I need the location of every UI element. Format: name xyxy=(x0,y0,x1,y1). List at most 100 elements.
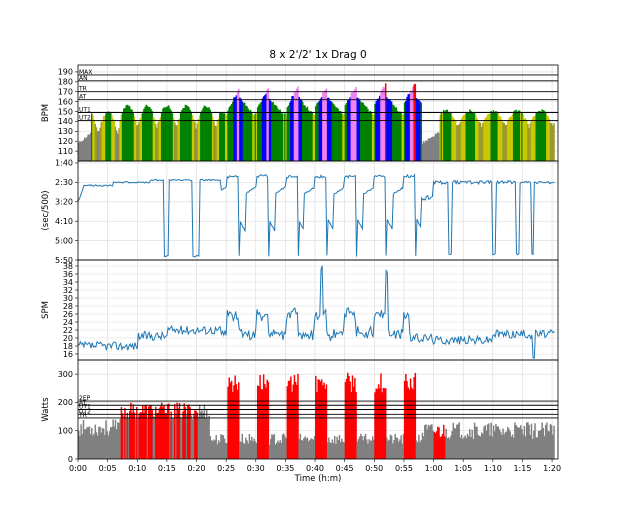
hr-bar xyxy=(387,99,389,161)
power-bar xyxy=(380,373,382,459)
hr-bar xyxy=(446,109,449,161)
power-bar xyxy=(79,436,81,459)
power-bar xyxy=(220,434,222,459)
hr-bar xyxy=(367,109,369,161)
hr-bar xyxy=(344,104,347,161)
power-bar xyxy=(492,425,495,459)
chart-title: 8 x 2'/2' 1x Drag 0 xyxy=(269,49,366,61)
power-bar xyxy=(294,381,297,459)
hr-bar xyxy=(101,120,104,161)
power-bar xyxy=(209,436,212,459)
zone-line-label: UT1 xyxy=(79,404,91,411)
power-bar xyxy=(490,422,492,459)
panel-frame xyxy=(77,359,559,460)
hr-bar xyxy=(277,108,279,161)
power-bar xyxy=(483,426,485,459)
hr-bar xyxy=(462,116,464,161)
hr-bar xyxy=(221,112,223,161)
hr-bar xyxy=(422,141,425,161)
power-bar xyxy=(246,440,248,459)
hr-bar xyxy=(279,109,281,161)
power-bar xyxy=(197,416,200,459)
y-tick-label: 300 xyxy=(58,370,73,379)
power-bar xyxy=(207,418,209,459)
power-bar xyxy=(370,440,373,459)
hr-bar xyxy=(261,98,264,161)
hr-bar xyxy=(82,140,85,161)
hr-bar xyxy=(380,91,382,161)
power-bar xyxy=(427,424,430,459)
hr-bar xyxy=(88,134,91,161)
power-bar xyxy=(187,405,189,459)
power-bar xyxy=(453,427,456,459)
hr-bar xyxy=(123,108,125,161)
power-bar xyxy=(110,427,112,459)
hr-bar xyxy=(305,107,308,161)
power-bar xyxy=(441,433,444,459)
power-bar xyxy=(369,440,372,459)
power-bar xyxy=(367,443,369,459)
power-bar xyxy=(239,441,241,459)
hr-bar xyxy=(405,100,407,161)
hr-bar xyxy=(215,125,217,161)
power-bar xyxy=(200,411,202,459)
power-bar xyxy=(293,375,296,459)
power-bar xyxy=(80,424,82,459)
x-tick-label: 0:55 xyxy=(395,464,413,473)
hr-bar xyxy=(147,107,150,161)
power-bar xyxy=(421,432,424,459)
power-bar xyxy=(448,438,451,459)
power-bar xyxy=(523,426,526,459)
power-bar xyxy=(164,413,167,459)
hr-bar xyxy=(428,138,431,161)
hr-bar xyxy=(529,122,532,161)
hr-bar xyxy=(229,105,232,161)
power-bar xyxy=(479,436,482,459)
hr-bar xyxy=(348,99,350,161)
hr-bar xyxy=(467,112,470,161)
power-bar xyxy=(473,422,476,459)
y-tick-label: 4:10 xyxy=(55,217,73,226)
power-bar xyxy=(520,425,522,459)
power-bar xyxy=(419,441,421,459)
hr-bar xyxy=(524,118,527,161)
hr-bar xyxy=(262,96,265,161)
power-bar xyxy=(101,427,104,459)
hr-bar xyxy=(419,101,421,161)
hr-bar xyxy=(547,116,549,161)
hr-bar xyxy=(266,89,268,161)
hr-bar xyxy=(477,120,479,161)
power-bar xyxy=(196,412,199,459)
power-bar xyxy=(463,437,465,459)
hr-bar xyxy=(406,96,408,161)
hr-bar xyxy=(136,125,138,161)
power-bar xyxy=(466,433,469,459)
hr-bar xyxy=(177,119,180,161)
hr-bar xyxy=(548,118,551,161)
hr-bar xyxy=(299,98,302,161)
power-bar xyxy=(435,431,438,459)
power-bar xyxy=(510,436,513,459)
hr-bar xyxy=(502,122,504,161)
power-bar xyxy=(291,391,293,459)
zone-line-label: UT2 xyxy=(79,408,91,415)
power-bar xyxy=(431,424,433,459)
power-bar xyxy=(420,440,423,459)
panel-frame xyxy=(77,259,559,361)
power-bar xyxy=(357,439,360,459)
power-bar xyxy=(445,428,447,459)
hr-bar xyxy=(535,112,537,161)
hr-bar xyxy=(284,113,286,161)
power-bar xyxy=(430,424,432,459)
power-bar xyxy=(153,416,156,459)
power-bar xyxy=(456,424,458,459)
power-bar xyxy=(287,381,290,459)
hr-bar xyxy=(323,92,325,161)
hr-bar xyxy=(216,119,219,161)
power-bar xyxy=(508,428,510,459)
hr-bar xyxy=(464,114,466,161)
power-bar xyxy=(305,438,308,459)
power-bar xyxy=(476,426,478,459)
power-bar xyxy=(405,373,407,459)
hr-bar xyxy=(466,112,469,161)
